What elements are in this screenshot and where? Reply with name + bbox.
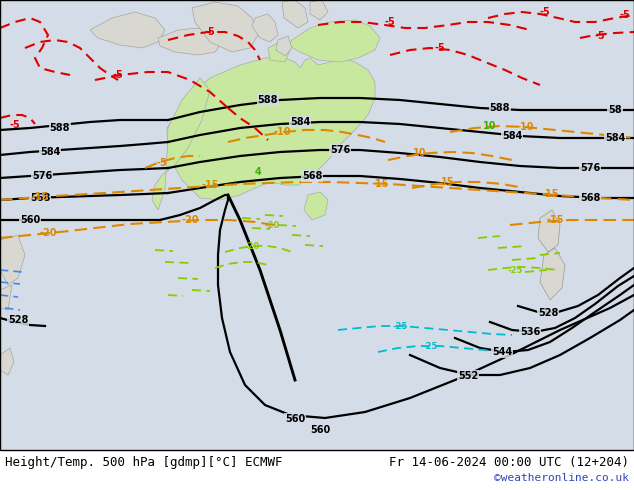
Text: -20: -20 bbox=[264, 220, 280, 229]
Polygon shape bbox=[0, 348, 14, 375]
Polygon shape bbox=[152, 78, 210, 210]
Text: 15: 15 bbox=[441, 177, 455, 187]
Text: 528: 528 bbox=[8, 315, 28, 325]
Polygon shape bbox=[276, 36, 292, 56]
Text: 560: 560 bbox=[285, 414, 305, 424]
Text: 576: 576 bbox=[32, 171, 52, 181]
Text: -15: -15 bbox=[31, 192, 49, 202]
Text: 588: 588 bbox=[489, 103, 510, 113]
Text: 576: 576 bbox=[580, 163, 600, 173]
Polygon shape bbox=[288, 20, 380, 62]
Text: 544: 544 bbox=[492, 347, 512, 357]
Text: -20: -20 bbox=[39, 228, 57, 238]
Text: -5: -5 bbox=[385, 17, 396, 27]
Text: 568: 568 bbox=[302, 171, 322, 181]
Text: ©weatheronline.co.uk: ©weatheronline.co.uk bbox=[494, 473, 629, 483]
Text: 584: 584 bbox=[290, 117, 310, 127]
Text: -20: -20 bbox=[181, 215, 198, 225]
Polygon shape bbox=[310, 0, 328, 20]
Text: -10: -10 bbox=[273, 127, 291, 137]
Text: 536: 536 bbox=[520, 327, 540, 337]
Polygon shape bbox=[192, 2, 258, 52]
Text: -5: -5 bbox=[619, 10, 630, 20]
Text: 58: 58 bbox=[608, 105, 622, 115]
Text: 10: 10 bbox=[483, 121, 497, 131]
Text: 568: 568 bbox=[580, 193, 600, 203]
Polygon shape bbox=[268, 42, 290, 62]
Text: 588: 588 bbox=[49, 123, 70, 133]
Text: -25: -25 bbox=[422, 342, 437, 350]
Text: Height/Temp. 500 hPa [gdmp][°C] ECMWF: Height/Temp. 500 hPa [gdmp][°C] ECMWF bbox=[5, 456, 283, 468]
Text: 584: 584 bbox=[502, 131, 522, 141]
Text: Fr 14-06-2024 00:00 UTC (12+204): Fr 14-06-2024 00:00 UTC (12+204) bbox=[389, 456, 629, 468]
Text: 584: 584 bbox=[605, 133, 625, 143]
Text: 10: 10 bbox=[413, 148, 427, 158]
Text: -15: -15 bbox=[201, 180, 219, 190]
Text: -5: -5 bbox=[157, 158, 167, 168]
Text: 560: 560 bbox=[20, 215, 40, 225]
Text: 552: 552 bbox=[458, 371, 478, 381]
Polygon shape bbox=[540, 248, 565, 300]
Bar bbox=[0, 450, 634, 490]
Text: -5: -5 bbox=[595, 31, 605, 41]
Text: -15: -15 bbox=[541, 189, 559, 199]
Text: -20: -20 bbox=[244, 242, 260, 250]
Text: -15: -15 bbox=[372, 179, 389, 189]
Text: -5: -5 bbox=[435, 43, 445, 53]
Text: 576: 576 bbox=[330, 145, 350, 155]
Text: 528: 528 bbox=[538, 308, 558, 318]
Text: 584: 584 bbox=[40, 147, 60, 157]
Polygon shape bbox=[538, 210, 560, 252]
Text: -5: -5 bbox=[540, 7, 550, 17]
Text: -5: -5 bbox=[205, 27, 216, 37]
Text: -25: -25 bbox=[507, 266, 522, 274]
Text: 560: 560 bbox=[310, 425, 330, 435]
Text: 4: 4 bbox=[255, 167, 261, 177]
Text: -15: -15 bbox=[547, 215, 564, 225]
Text: 568: 568 bbox=[30, 193, 50, 203]
Polygon shape bbox=[158, 28, 222, 55]
Polygon shape bbox=[252, 14, 278, 42]
Polygon shape bbox=[282, 0, 308, 28]
Polygon shape bbox=[90, 12, 165, 48]
Polygon shape bbox=[0, 235, 25, 285]
Text: -5: -5 bbox=[113, 70, 124, 80]
Text: 588: 588 bbox=[258, 95, 278, 105]
Polygon shape bbox=[0, 285, 12, 310]
Text: -10: -10 bbox=[516, 122, 534, 132]
Text: -5: -5 bbox=[10, 120, 20, 130]
Text: -25: -25 bbox=[392, 321, 408, 330]
Polygon shape bbox=[167, 58, 375, 200]
Polygon shape bbox=[304, 192, 328, 220]
